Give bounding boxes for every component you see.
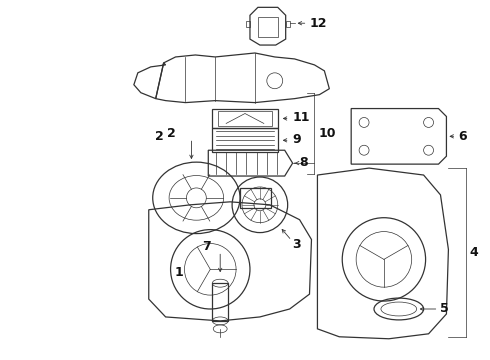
Text: 1: 1 bbox=[174, 266, 183, 279]
Bar bbox=[212, 283, 228, 321]
Text: 2: 2 bbox=[167, 127, 175, 140]
Text: 8: 8 bbox=[299, 156, 308, 168]
Text: 3: 3 bbox=[293, 238, 301, 251]
Text: 9: 9 bbox=[293, 133, 301, 146]
Text: 6: 6 bbox=[458, 130, 467, 143]
Text: 4: 4 bbox=[469, 246, 478, 259]
Text: 2: 2 bbox=[155, 130, 164, 143]
Text: 11: 11 bbox=[293, 111, 310, 124]
Text: 10: 10 bbox=[318, 127, 336, 140]
Text: 5: 5 bbox=[441, 302, 449, 315]
Text: 12: 12 bbox=[310, 17, 327, 30]
Text: 7: 7 bbox=[202, 240, 211, 253]
